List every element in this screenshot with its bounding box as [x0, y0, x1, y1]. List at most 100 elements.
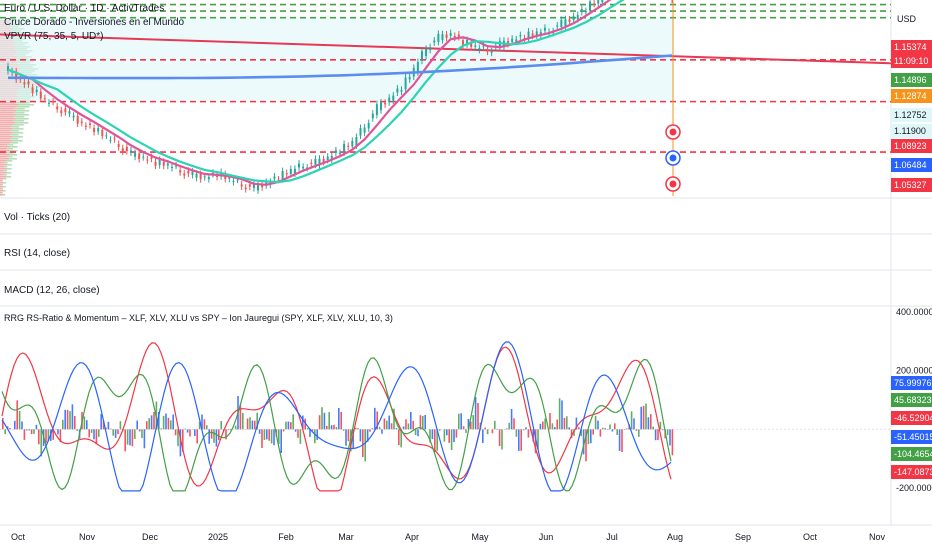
candle-body: [507, 41, 510, 44]
histogram-bar: [340, 411, 342, 430]
candle-body: [543, 27, 546, 31]
histogram-bar: [518, 429, 520, 451]
candle-body: [248, 184, 251, 187]
candle-body: [113, 138, 116, 140]
candle-body: [170, 166, 173, 168]
candle-body: [162, 161, 165, 166]
price-tag: 11:09:10: [891, 54, 932, 68]
histogram-bar: [162, 415, 165, 430]
volume-profile-bar: [0, 170, 4, 172]
volume-profile-bar: [6, 164, 12, 166]
histogram-bar: [74, 416, 76, 430]
candle-body: [593, 3, 596, 5]
volume-profile-bar: [0, 142, 10, 144]
histogram-bar: [297, 429, 299, 438]
histogram-bar: [470, 421, 472, 430]
histogram-bar: [486, 429, 489, 435]
candle-body: [379, 102, 382, 111]
histogram-bar: [347, 429, 350, 442]
pane-title-vol[interactable]: Vol · Ticks (20): [4, 212, 71, 223]
histogram-bar: [654, 429, 657, 441]
histogram-bar: [460, 413, 462, 430]
histogram-bar: [299, 429, 302, 444]
candle-body: [343, 143, 346, 153]
histogram-bar: [424, 414, 426, 430]
histogram-bar: [100, 414, 102, 430]
candle-body: [511, 38, 514, 42]
histogram-bar: [273, 429, 275, 446]
candle-body: [97, 128, 100, 132]
histogram-bar: [261, 429, 263, 448]
histogram-bar: [134, 429, 136, 439]
histogram-bar: [549, 413, 551, 430]
histogram-bar: [321, 407, 323, 430]
volume-profile-bar: [0, 184, 2, 186]
volume-profile-bar: [0, 194, 3, 196]
candle-body: [515, 39, 518, 42]
histogram-bar: [83, 416, 86, 430]
volume-profile-bar: [13, 112, 25, 114]
pane-title-rrg[interactable]: RRG RS-Ratio & Momentum – XLF, XLV, XLU …: [4, 313, 393, 323]
volume-profile-bar: [12, 140, 23, 142]
histogram-bar: [342, 429, 345, 431]
volume-profile-bar: [0, 112, 14, 114]
value-tag: -147.08730: [891, 465, 932, 479]
candle-body: [183, 173, 186, 176]
candle-body: [429, 47, 432, 50]
candle-body: [375, 104, 378, 115]
histogram-bar: [239, 404, 242, 430]
pane-title-macd[interactable]: MACD (12, 26, close): [4, 285, 100, 296]
histogram-bar: [362, 429, 364, 457]
candle-body: [261, 184, 264, 188]
candle-body: [466, 40, 469, 45]
histogram-bar: [434, 429, 436, 453]
candle-body: [23, 82, 26, 85]
volume-profile-bar: [0, 146, 10, 148]
y-tick-label: -200.00000: [896, 483, 932, 493]
volume-profile-bar: [0, 164, 7, 166]
candle-body: [150, 157, 153, 159]
volume-profile-bar: [16, 102, 30, 104]
volume-profile-bar: [0, 132, 13, 134]
histogram-bar: [467, 418, 470, 430]
candle-body: [400, 89, 403, 92]
histogram-bar: [525, 427, 527, 430]
candle-body: [580, 8, 583, 12]
candle-body: [146, 159, 149, 161]
volume-profile-bar: [0, 158, 10, 160]
volume-profile-bar: [0, 154, 10, 156]
candle-body: [470, 42, 473, 47]
histogram-bar: [484, 427, 486, 430]
histogram-bar: [621, 429, 623, 453]
histogram-bar: [246, 418, 249, 430]
histogram-bar: [220, 421, 222, 430]
currency-label[interactable]: USD: [897, 14, 917, 24]
histogram-bar: [659, 421, 662, 430]
histogram-bar: [129, 429, 131, 446]
volume-profile-bar: [12, 132, 24, 134]
histogram-bar: [189, 429, 191, 437]
volume-profile-bar: [6, 160, 13, 162]
histogram-bar: [414, 429, 417, 436]
candle-body: [47, 102, 50, 104]
candle-body: [207, 177, 210, 180]
event-icon-dot: [669, 128, 677, 136]
indicator-label-golden-cross[interactable]: Cruce Dorado - Inversiones en el Mundo: [4, 17, 185, 28]
volume-profile-bar: [0, 102, 17, 104]
histogram-bar: [455, 429, 458, 438]
volume-profile-bar: [13, 108, 25, 110]
candle-body: [31, 87, 34, 93]
candle-body: [109, 139, 112, 141]
histogram-bar: [107, 421, 110, 430]
pane-title-rsi[interactable]: RSI (14, close): [4, 248, 71, 259]
candle-body: [359, 128, 362, 136]
histogram-bar: [534, 429, 537, 454]
histogram-bar: [112, 429, 114, 436]
histogram-bar: [388, 415, 390, 430]
histogram-bar: [462, 426, 465, 430]
price-tag: 1.11900: [891, 124, 932, 138]
histogram-bar: [609, 424, 611, 430]
histogram-bar: [314, 429, 316, 444]
indicator-label-vpvr[interactable]: VPVR (75, 35, 5, UD*): [4, 31, 104, 42]
